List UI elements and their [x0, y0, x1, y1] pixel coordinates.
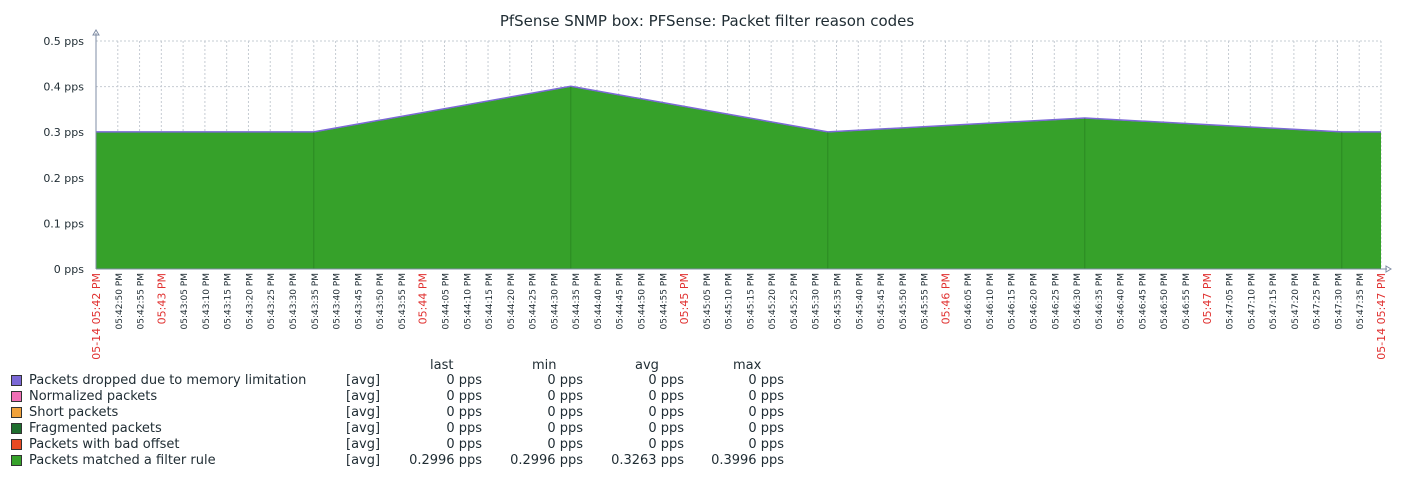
x-major-tick-label: 05:44 PM [417, 273, 430, 324]
y-tick-label: 0.4 pps [43, 81, 84, 94]
axes [92, 29, 1392, 273]
x-tick-label: 05:47:20 PM [1291, 273, 1301, 329]
y-tick-label: 0 pps [54, 263, 84, 276]
x-tick-label: 05:47:30 PM [1334, 273, 1344, 329]
x-axis-arrow [1385, 265, 1392, 273]
plot-area [96, 85, 1381, 269]
x-tick-label: 05:45:25 PM [790, 273, 800, 329]
x-tick-label: 05:47:25 PM [1313, 273, 1323, 329]
x-tick-label: 05:46:20 PM [1030, 273, 1040, 329]
x-major-tick-label: 05-14 05:42 PM [90, 273, 103, 360]
x-tick-label: 05:46:25 PM [1051, 273, 1061, 329]
x-tick-label: 05:43:55 PM [398, 273, 408, 329]
x-tick-label: 05:44:25 PM [529, 273, 539, 329]
x-tick-label: 05:43:20 PM [245, 273, 255, 329]
x-tick-label: 05:46:40 PM [1117, 273, 1127, 329]
x-tick-label: 05:42:50 PM [115, 273, 125, 329]
series-area-packets-matched-a-filter-rule [96, 86, 1381, 269]
x-tick-label: 05:46:10 PM [986, 273, 996, 329]
chart-title: PfSense SNMP box: PFSense: Packet filter… [500, 12, 915, 30]
y-tick-label: 0.2 pps [43, 172, 84, 185]
x-tick-label: 05:46:35 PM [1095, 273, 1105, 329]
x-tick-label: 05:43:50 PM [376, 273, 386, 329]
x-tick-label: 05:43:25 PM [267, 273, 277, 329]
x-tick-label: 05:44:10 PM [463, 273, 473, 329]
x-tick-label: 05:46:05 PM [964, 273, 974, 329]
x-tick-label: 05:44:15 PM [485, 273, 495, 329]
x-major-tick-label: 05:45 PM [678, 273, 691, 324]
x-tick-label: 05:43:05 PM [180, 273, 190, 329]
x-tick-label: 05:46:15 PM [1008, 273, 1018, 329]
y-tick-label: 0.3 pps [43, 126, 84, 139]
x-tick-label: 05:45:10 PM [725, 273, 735, 329]
x-tick-label: 05:45:15 PM [746, 273, 756, 329]
y-axis-arrow [92, 29, 100, 36]
x-tick-label: 05:44:45 PM [616, 273, 626, 329]
y-tick-label: 0.5 pps [43, 35, 84, 48]
x-tick-label: 05:46:55 PM [1182, 273, 1192, 329]
x-tick-label: 05:46:50 PM [1160, 273, 1170, 329]
x-major-tick-label: 05:47 PM [1201, 273, 1214, 324]
x-tick-label: 05:44:20 PM [507, 273, 517, 329]
x-tick-label: 05:44:30 PM [550, 273, 560, 329]
x-major-tick-label: 05:46 PM [939, 273, 952, 324]
x-tick-label: 05:45:05 PM [703, 273, 713, 329]
x-major-tick-label: 05-14 05:47 PM [1375, 273, 1388, 360]
x-tick-label: 05:45:30 PM [812, 273, 822, 329]
x-tick-label: 05:43:45 PM [354, 273, 364, 329]
x-tick-label: 05:47:05 PM [1226, 273, 1236, 329]
x-tick-label: 05:43:35 PM [311, 273, 321, 329]
x-tick-label: 05:45:45 PM [877, 273, 887, 329]
x-tick-label: 05:44:50 PM [637, 273, 647, 329]
x-tick-label: 05:47:15 PM [1269, 273, 1279, 329]
x-tick-label: 05:44:55 PM [659, 273, 669, 329]
x-tick-label: 05:46:45 PM [1138, 273, 1148, 329]
x-tick-label: 05:46:30 PM [1073, 273, 1083, 329]
x-tick-label: 05:45:50 PM [899, 273, 909, 329]
x-tick-label: 05:44:35 PM [572, 273, 582, 329]
x-major-tick-label: 05:43 PM [155, 273, 168, 324]
x-tick-label: 05:43:10 PM [202, 273, 212, 329]
x-tick-label: 05:45:40 PM [855, 273, 865, 329]
x-tick-label: 05:44:40 PM [594, 273, 604, 329]
x-tick-label: 05:44:05 PM [441, 273, 451, 329]
series-top-edge [96, 85, 1381, 133]
y-tick-labels: 0 pps 0.1 pps 0.2 pps 0.3 pps 0.4 pps 0.5 pps [43, 35, 84, 276]
x-tick-label: 05:45:20 PM [768, 273, 778, 329]
x-tick-label: 05:45:35 PM [834, 273, 844, 329]
x-tick-label: 05:43:40 PM [333, 273, 343, 329]
x-tick-labels: 05:42:50 PM 05:42:55 PM 05:43:05 PM 05:43:1… [90, 273, 1388, 360]
x-tick-label: 05:43:15 PM [224, 273, 234, 329]
x-tick-label: 05:45:55 PM [921, 273, 931, 329]
x-tick-label: 05:42:55 PM [137, 273, 147, 329]
x-tick-label: 05:47:35 PM [1356, 273, 1366, 329]
x-tick-label: 05:47:10 PM [1247, 273, 1257, 329]
x-tick-label: 05:43:30 PM [289, 273, 299, 329]
y-tick-label: 0.1 pps [43, 217, 84, 230]
